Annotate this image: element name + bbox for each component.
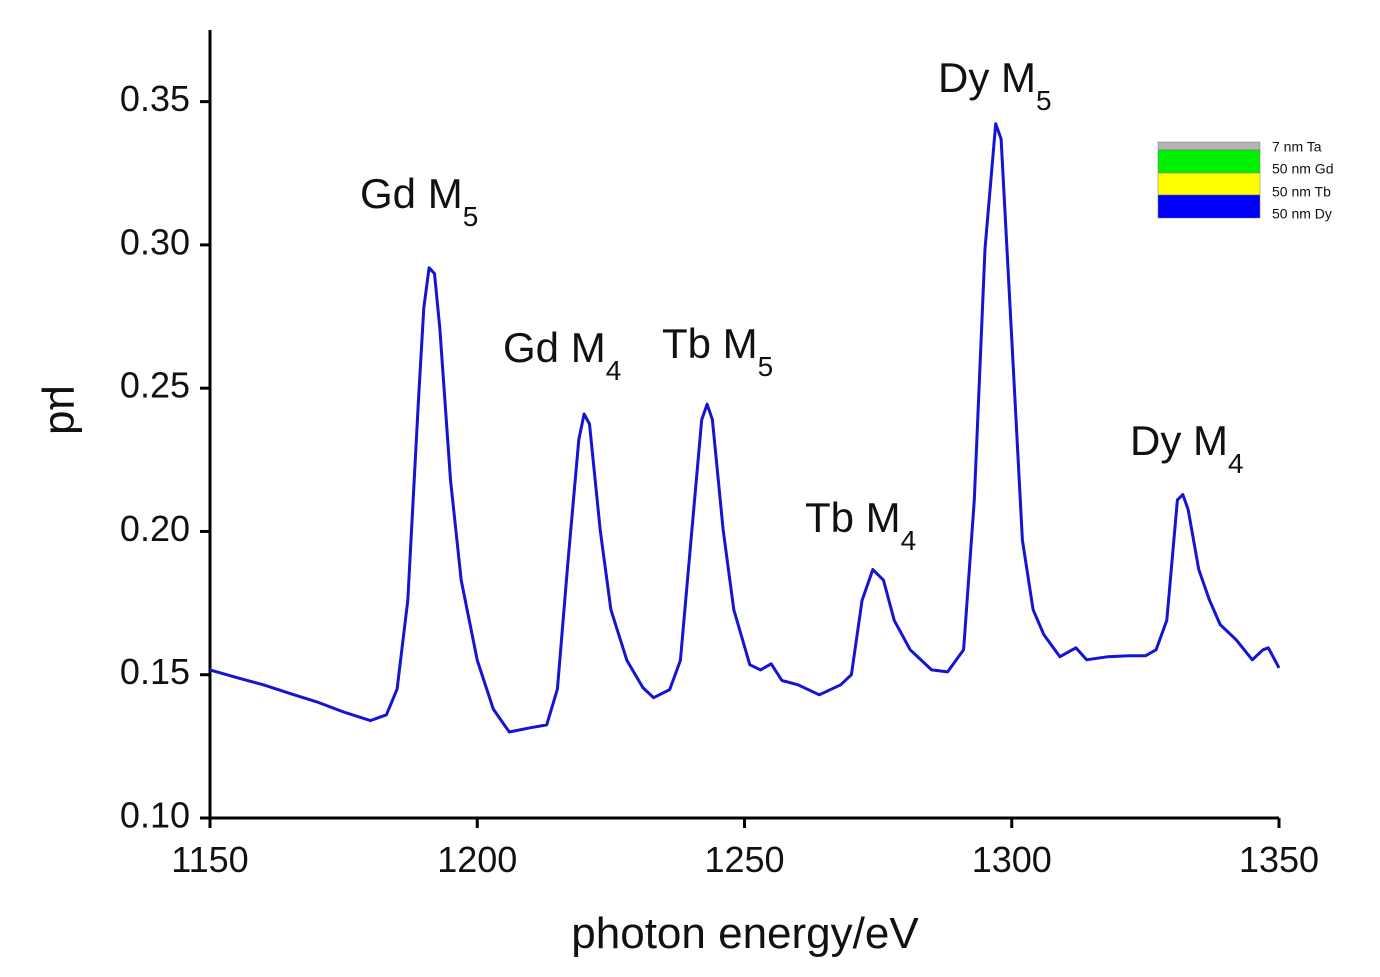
y-tick-label: 0.25 (120, 365, 190, 406)
peak-label-sub: 5 (463, 201, 479, 232)
peak-label: Tb M5 (662, 320, 773, 382)
x-tick-label: 1250 (704, 839, 784, 880)
layer-label: 7 nm Ta (1272, 139, 1322, 155)
peak-label-sub: 4 (901, 525, 917, 556)
peak-label-text: Gd M (360, 170, 463, 217)
y-tick-label: 0.30 (120, 221, 190, 262)
peak-label-text: Gd M (503, 324, 606, 371)
peak-label: Dy M5 (938, 54, 1052, 116)
layer-label: 50 nm Gd (1272, 161, 1333, 177)
x-tick-label: 1350 (1239, 839, 1319, 880)
x-tick-label: 1300 (972, 839, 1052, 880)
layer-swatch (1157, 149, 1261, 174)
layer-label: 50 nm Tb (1272, 184, 1331, 200)
peak-label-sub: 5 (758, 351, 774, 382)
peak-label-text: Tb M (662, 320, 758, 367)
y-axis-label: µd (40, 385, 89, 435)
peak-label: Gd M5 (360, 170, 478, 232)
data-line (209, 122, 1281, 734)
peak-label-sub: 4 (606, 355, 622, 386)
y-tick-label: 0.20 (120, 508, 190, 549)
peak-label-sub: 4 (1228, 448, 1244, 479)
y-tick-label: 0.10 (120, 795, 190, 836)
layer-swatch (1157, 194, 1261, 219)
x-tick-label: 1200 (437, 839, 517, 880)
peak-label-text: Tb M (805, 494, 901, 541)
layer-label: 50 nm Dy (1272, 206, 1332, 222)
peak-label: Gd M4 (503, 324, 621, 386)
y-tick-label: 0.15 (120, 651, 190, 692)
peak-label: Tb M4 (805, 494, 916, 556)
peak-label-sub: 5 (1036, 85, 1052, 116)
layer-swatch (1157, 141, 1261, 151)
x-tick-label: 1150 (171, 839, 248, 880)
y-tick-label: 0.35 (120, 78, 190, 119)
layer-swatch (1157, 172, 1261, 196)
x-axis-label: photon energy/eV (571, 909, 919, 958)
peak-label-text: Dy M (1130, 417, 1228, 464)
peak-label: Dy M4 (1130, 417, 1244, 479)
peak-label-text: Dy M (938, 54, 1036, 101)
